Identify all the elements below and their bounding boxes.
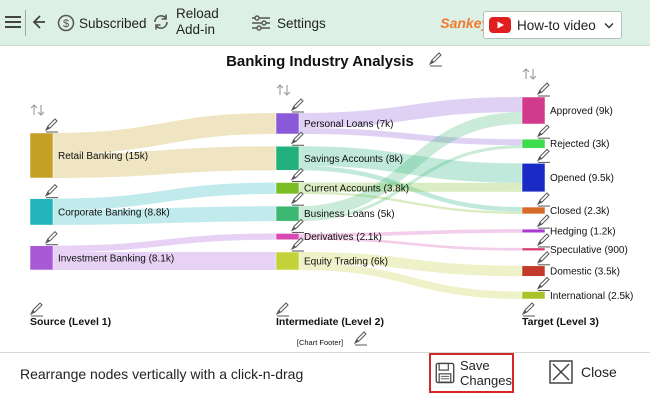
back-arrow-icon[interactable] [29, 13, 47, 31]
node-label-opened: Opened (9.5k) [550, 173, 614, 184]
node-label-retail: Retail Banking (15k) [58, 151, 148, 162]
chart-title[interactable]: Banking Industry Analysis [226, 53, 414, 70]
close-icon [549, 360, 573, 384]
edit-pencil-icon[interactable] [46, 119, 58, 132]
node-label-speculative: Speculative (900) [550, 245, 628, 256]
edit-pencil-icon[interactable] [538, 215, 550, 228]
node-label-domestic: Domestic (3.5k) [550, 267, 620, 278]
youtube-icon [489, 17, 511, 33]
how-to-video-button[interactable]: How-to video [483, 11, 622, 39]
reload-label: Reload [176, 6, 219, 21]
node-label-equity: Equity Trading (6k) [304, 257, 388, 268]
settings-label: Settings [277, 16, 326, 31]
sankey-node-equity[interactable] [276, 252, 299, 270]
edit-pencil-icon[interactable] [538, 278, 550, 291]
node-label-international: International (2.5k) [550, 291, 633, 302]
reorder-arrows-icon[interactable] [523, 69, 536, 79]
reorder-arrows-icon[interactable] [31, 105, 44, 115]
rearrange-hint: Rearrange nodes vertically with a click-… [20, 366, 303, 382]
sankey-link-retail-personal [53, 124, 276, 144]
subscribed-button[interactable]: $ Subscribed [57, 14, 147, 32]
changes-label: Changes [460, 373, 512, 388]
edit-pencil-icon[interactable] [538, 234, 550, 247]
sankey-link-corporate-current [53, 188, 276, 204]
column-header: Source (Level 1) [30, 316, 111, 328]
sankey-node-closed[interactable] [522, 207, 545, 214]
toolbar: $ Subscribed Reload Add-in Settings Sank… [0, 0, 650, 46]
reorder-arrows-icon[interactable] [277, 85, 290, 95]
sankey-node-international[interactable] [522, 292, 545, 300]
sankey-node-personal[interactable] [276, 113, 299, 134]
node-label-personal: Personal Loans (7k) [304, 119, 394, 130]
edit-pencil-icon[interactable] [538, 83, 550, 96]
node-label-rejected: Rejected (3k) [550, 139, 609, 150]
sankey-link-personal-rejected [299, 131, 522, 142]
sankey-node-savings[interactable] [276, 146, 299, 170]
sankey-node-derivatives[interactable] [276, 233, 299, 239]
addin-label: Add-in [176, 22, 215, 37]
sankey-node-business[interactable] [276, 206, 299, 221]
edit-pencil-icon[interactable] [538, 125, 550, 138]
chevron-down-icon [604, 22, 614, 30]
reload-addin-button[interactable]: Reload Add-in [151, 6, 219, 38]
save-label: Save [460, 358, 490, 373]
edit-pencil-icon[interactable] [538, 252, 550, 265]
save-changes-button[interactable]: Save Changes [429, 353, 514, 393]
footer-bar: Rearrange nodes vertically with a click-… [0, 352, 650, 404]
column-header: Target (Level 3) [522, 316, 599, 328]
sankey-node-domestic[interactable] [522, 266, 545, 277]
node-label-closed: Closed (2.3k) [550, 206, 609, 217]
edit-pencil-icon[interactable] [46, 232, 58, 245]
save-icon [435, 360, 455, 386]
svg-text:$: $ [63, 18, 69, 30]
edit-pencil-icon[interactable] [31, 303, 43, 316]
close-label: Close [581, 364, 617, 380]
dollar-circle-icon: $ [57, 14, 75, 32]
node-label-approved: Approved (9k) [550, 106, 613, 117]
chart-footer[interactable]: [Chart Footer] [297, 338, 343, 347]
edit-pencil-icon[interactable] [538, 193, 550, 206]
how-to-video-label: How-to video [517, 18, 596, 33]
sankey-node-approved[interactable] [522, 97, 545, 124]
edit-pencil-icon[interactable] [523, 303, 535, 316]
menu-icon[interactable] [4, 13, 22, 31]
reload-icon [151, 12, 171, 32]
node-label-current: Current Accounts (3.8k) [304, 184, 409, 195]
node-label-corporate: Corporate Banking (8.8k) [58, 207, 170, 218]
edit-pencil-icon[interactable] [538, 149, 550, 162]
sankey-node-rejected[interactable] [522, 139, 545, 148]
sankey-link-investment-derivatives [53, 237, 276, 249]
node-label-hedging: Hedging (1.2k) [550, 226, 616, 237]
sankey-node-speculative[interactable] [522, 248, 545, 251]
edit-pencil-icon[interactable] [46, 185, 58, 198]
node-label-savings: Savings Accounts (8k) [304, 154, 403, 165]
node-label-investment: Investment Banking (8.1k) [58, 253, 174, 264]
node-label-business: Business Loans (5k) [304, 209, 395, 220]
node-label-derivatives: Derivatives (2.1k) [304, 232, 382, 243]
edit-pencil-icon[interactable] [355, 332, 367, 345]
column-header: Intermediate (Level 2) [276, 316, 384, 328]
edit-pencil-icon[interactable] [292, 99, 304, 112]
edit-pencil-icon[interactable] [277, 303, 289, 316]
settings-button[interactable]: Settings [251, 14, 326, 32]
sankey-chart: Retail Banking (15k) Corporate Banking (8… [0, 46, 650, 351]
subscribed-label: Subscribed [79, 16, 147, 31]
sankey-node-investment[interactable] [30, 246, 53, 270]
sankey-node-opened[interactable] [522, 163, 545, 192]
sliders-icon [251, 14, 271, 32]
sankey-node-corporate[interactable] [30, 199, 53, 225]
close-button[interactable]: Close [549, 360, 617, 384]
toolbar-divider [25, 10, 26, 36]
sankey-node-current[interactable] [276, 183, 299, 194]
edit-pencil-icon[interactable] [430, 53, 442, 66]
sankey-node-retail[interactable] [30, 133, 53, 178]
sankey-node-hedging[interactable] [522, 229, 545, 233]
